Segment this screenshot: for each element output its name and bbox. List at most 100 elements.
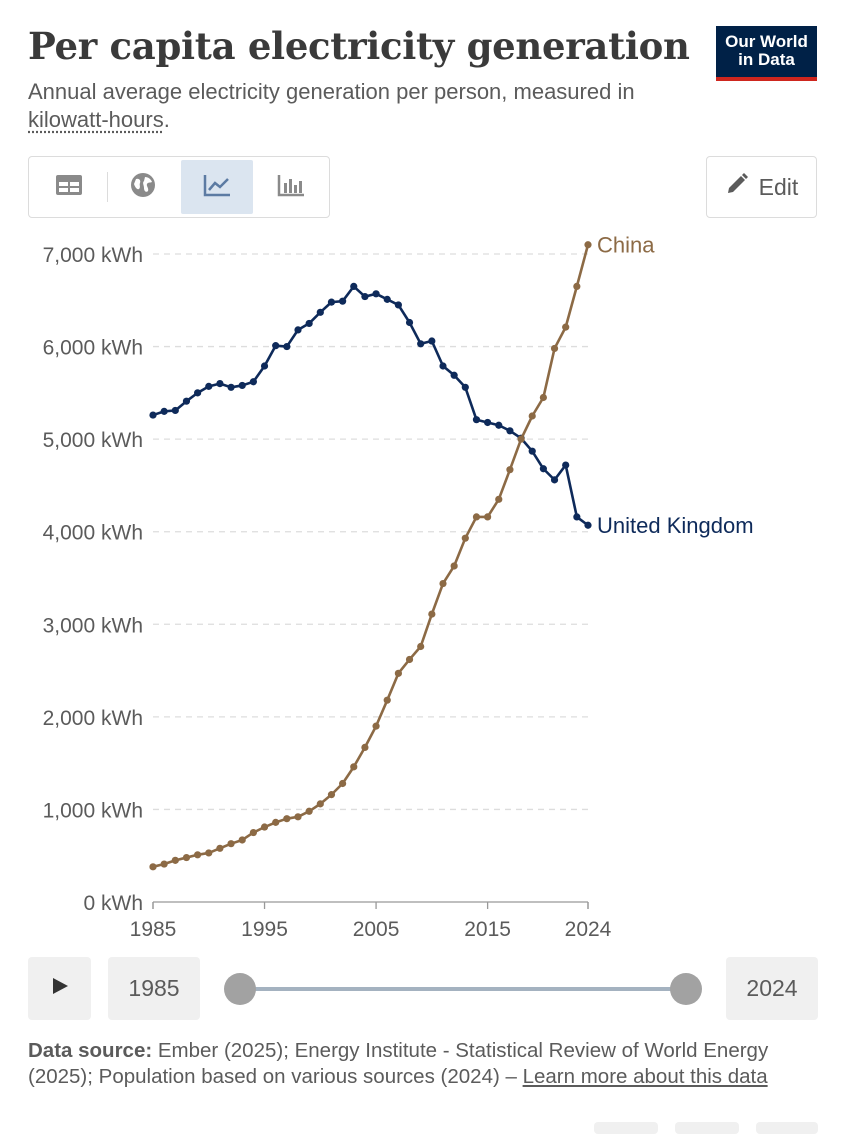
data-source-text: Ember (2025); Energy Institute - Statist… [28, 1039, 769, 1088]
x-tick-label: 1985 [130, 918, 177, 941]
data-point [260, 823, 269, 831]
data-point [194, 389, 202, 397]
data-point [350, 282, 358, 290]
data-point [428, 610, 436, 618]
play-button[interactable] [28, 957, 91, 1020]
data-point [405, 655, 414, 664]
tab-bar-chart[interactable] [255, 160, 327, 214]
y-tick-label: 3,000 kWh [43, 614, 143, 637]
data-point [249, 828, 257, 837]
data-point [160, 860, 168, 868]
data-point [562, 461, 570, 469]
edit-label: Edit [758, 173, 799, 200]
data-point [216, 380, 224, 388]
data-point [339, 779, 347, 788]
data-point [394, 669, 402, 677]
data-point [383, 295, 391, 303]
data-point [361, 743, 369, 752]
data-point [238, 836, 246, 844]
y-tick-label: 6,000 kWh [43, 337, 143, 360]
data-point [450, 371, 458, 379]
bar-chart-icon [277, 173, 305, 202]
data-point [305, 319, 313, 328]
data-point [450, 562, 458, 570]
footer-button[interactable] [675, 1122, 739, 1134]
timeline-track[interactable] [240, 987, 686, 991]
data-point [506, 427, 514, 435]
data-point [260, 362, 269, 370]
tab-table[interactable] [33, 160, 105, 214]
series-line [152, 285, 589, 527]
data-point [305, 807, 313, 815]
data-point [495, 495, 503, 503]
data-point [461, 534, 469, 542]
data-point [584, 241, 592, 249]
data-point [227, 383, 235, 391]
data-source-note: Data source: Ember (2025); Energy Instit… [28, 1038, 808, 1090]
play-icon [50, 975, 70, 1002]
data-point [472, 513, 481, 521]
footer-button[interactable] [594, 1122, 658, 1134]
series-label: China [597, 233, 655, 258]
x-tick-label: 2005 [353, 918, 400, 941]
data-point [573, 282, 581, 290]
data-point [383, 696, 391, 704]
learn-more-link[interactable]: Learn more about this data [522, 1065, 768, 1088]
timeline-end-year[interactable]: 2024 [726, 957, 818, 1020]
data-point [249, 378, 257, 386]
footer-button[interactable] [756, 1122, 818, 1134]
logo-red-bar [716, 77, 817, 81]
tab-map[interactable] [107, 160, 179, 214]
line-chart-icon [203, 173, 231, 202]
data-point [171, 406, 179, 415]
data-point [495, 421, 503, 429]
data-point [472, 416, 481, 424]
x-tick-label: 2024 [565, 918, 612, 941]
data-point [361, 292, 369, 301]
data-point [272, 342, 280, 350]
tab-separator [107, 172, 108, 202]
data-point [428, 337, 436, 345]
timeline-end-handle[interactable] [670, 973, 702, 1005]
data-point [227, 840, 235, 848]
data-point [528, 412, 536, 420]
data-point [283, 815, 291, 823]
data-source-label: Data source: [28, 1039, 153, 1062]
data-point [517, 435, 525, 443]
data-point [171, 856, 179, 864]
data-point [584, 521, 592, 529]
data-point [562, 323, 570, 331]
logo-line-2: in Data [738, 50, 795, 69]
y-tick-label: 4,000 kWh [43, 522, 143, 545]
data-point [394, 301, 402, 309]
logo-line-1: Our World [725, 32, 808, 51]
y-tick-label: 2,000 kWh [43, 707, 143, 730]
edit-button[interactable]: Edit [706, 156, 817, 218]
data-point [550, 476, 559, 484]
y-tick-label: 7,000 kWh [43, 244, 143, 267]
data-point [439, 579, 447, 588]
owid-logo[interactable]: Our World in Data [716, 26, 817, 81]
tab-line-chart[interactable] [181, 160, 253, 214]
data-point [461, 383, 469, 391]
y-tick-label: 1,000 kWh [43, 799, 143, 822]
subtitle-end: . [163, 107, 170, 132]
data-point [238, 381, 246, 390]
series-line [152, 244, 590, 869]
timeline-start-handle[interactable] [224, 973, 256, 1005]
x-tick-label: 2015 [464, 918, 511, 941]
kilowatt-hours-link[interactable]: kilowatt-hours [28, 107, 164, 132]
data-point [339, 297, 347, 305]
y-tick-label: 5,000 kWh [43, 429, 143, 452]
data-point [294, 326, 302, 334]
y-tick-label: 0 kWh [83, 892, 143, 915]
data-point [484, 513, 492, 521]
timeline-start-year[interactable]: 1985 [108, 957, 200, 1020]
data-point [182, 853, 191, 862]
data-point [316, 308, 324, 316]
view-tabs [28, 156, 330, 218]
pencil-icon [725, 172, 749, 202]
data-point [182, 397, 191, 405]
data-point [327, 298, 336, 306]
x-tick-label: 1995 [241, 918, 288, 941]
